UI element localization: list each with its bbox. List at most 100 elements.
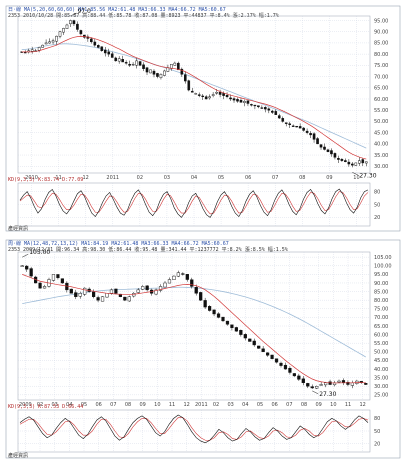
candle-body [319,384,323,386]
candle-body [42,286,47,289]
candle-body [177,62,180,71]
y-tick-label: 85.00 [374,289,388,295]
candle-body [123,296,127,301]
y-tick-label: 35.00 [374,153,388,159]
candle-body [229,97,232,100]
annotation-label: 97.0 [77,8,91,15]
y-tick-label: 85.00 [374,41,388,47]
x-tick-label: 03 [164,175,170,181]
candle-body [326,149,330,152]
x-tick-label: 2011 [106,175,119,181]
candle-body [201,95,205,97]
x-tick-label: 04 [66,402,72,408]
candle-body [239,99,243,103]
candle-body [252,340,256,346]
annotation-label: 27.30 [319,391,336,398]
candle-body [181,273,185,275]
y-tick-label: 70.00 [374,74,388,80]
candle-body [154,289,158,295]
y-tick-label: 75.00 [374,307,388,313]
candle-body [248,338,252,342]
oscillator-label: KD(9,3,3) K:83.74 D:77.09 [8,177,83,183]
candle-body [96,45,100,48]
candle-body [264,107,267,110]
x-tick-label: 2011 [195,402,208,408]
x-tick-label: 12 [83,175,89,181]
candle-body [346,382,350,385]
candle-body [62,28,65,33]
x-tick-label: 05 [218,175,224,181]
candle-body [297,375,301,380]
candle-body [138,61,142,66]
candle-body [194,287,198,294]
candle-body [330,150,333,155]
candle-body [333,153,337,158]
osc-tick-label: 20 [374,215,380,221]
candle-body [354,162,358,166]
y-tick-label: 95.00 [374,272,388,278]
candle-body [145,67,149,73]
osc-k-line [19,188,369,218]
osc-tick-label: 50 [374,202,380,208]
candle-body [340,159,344,161]
x-tick-label: 05 [257,402,263,408]
y-tick-label: 90.00 [374,30,388,36]
x-tick-label: 03 [227,402,233,408]
x-tick-label: 07 [272,175,278,181]
y-tick-label: 35.00 [374,375,388,381]
chart-header-line2: 2353 2009/12/31 開:96.34 高:98.30 低:86.44 … [8,246,288,253]
oscillator-label: KD(9,3,3) K:87.53 D:66.44 [8,404,83,410]
candle-body [246,100,250,104]
osc-k-line [19,414,369,444]
y-tick-label: 60.00 [374,332,388,338]
candle-body [225,95,229,97]
candle-body [142,64,145,69]
candle-body [117,58,121,62]
x-tick-label: 03 [51,402,57,408]
candle-body [114,57,118,62]
y-tick-label: 30.00 [374,384,388,390]
candle-body [190,90,194,93]
y-tick-label: 50.00 [374,350,388,356]
candle-body [121,59,124,63]
candle-body [257,345,261,349]
candle-body [96,297,100,301]
candle-body [267,108,271,111]
candle-body [107,51,111,55]
chart-panel-1: 日·線 MA(5,20,60,60,60) MA1:85.56 MA2:61.4… [5,5,401,232]
candle-body [56,274,60,279]
y-tick-label: 105.00 [374,255,392,261]
x-tick-label: 09 [326,175,332,181]
y-tick-label: 50.00 [374,119,388,125]
candle-body [92,291,96,297]
x-tick-label: 09 [139,402,145,408]
candle-body [301,378,305,384]
candle-body [180,68,184,75]
candle-body [167,279,172,284]
y-tick-label: 90.00 [374,281,388,287]
y-tick-label: 65.00 [374,86,388,92]
x-tick-label: 05 [81,402,87,408]
candle-body [79,30,83,35]
y-tick-label: 65.00 [374,324,388,330]
candle-body [212,309,216,315]
x-tick-label: 04 [191,175,197,181]
candle-body [281,118,285,122]
x-tick-label: 06 [271,402,277,408]
candle-body [158,286,163,291]
ma-long-line [21,43,367,149]
osc-tick-label: 80 [374,416,380,422]
ma-short-line [21,36,367,160]
chart-panel-2: 周·線 MA(12,48,72,13,12) MA1:84.19 MA2:61.… [5,239,401,459]
candle-body [51,274,56,281]
candle-body [55,35,58,42]
candle-body [337,380,341,383]
x-tick-label: 06 [95,402,101,408]
chart-frame [5,239,401,459]
candle-body [100,46,104,51]
x-tick-label: 10 [353,175,359,181]
candle-body [364,161,368,164]
y-tick-label: 100.00 [374,264,392,270]
y-tick-label: 55.00 [374,108,388,114]
candle-body [306,383,310,387]
